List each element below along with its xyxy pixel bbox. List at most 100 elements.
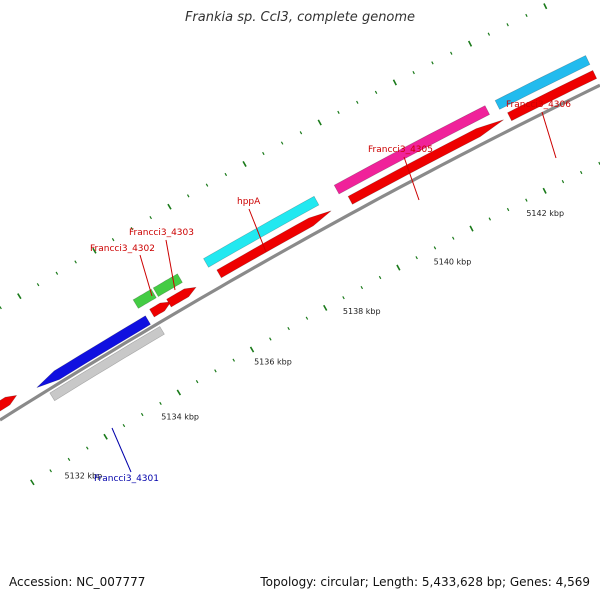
scale-tick — [360, 285, 364, 290]
gene-label: Francci3_4302 — [90, 244, 155, 254]
gene-bar-francci3_4305 — [333, 105, 491, 195]
gene-bar-francci3_4303 — [152, 273, 183, 298]
scale-tick — [269, 337, 272, 341]
scale-tick — [122, 423, 126, 428]
scale-tick — [232, 358, 236, 362]
gene-bar-francci3_4302 — [132, 288, 157, 309]
scale-tick — [378, 275, 382, 280]
gene-bar-francci3_4306 — [494, 55, 591, 110]
scale-tick — [525, 13, 528, 18]
scale-tick — [67, 457, 71, 461]
cds-bar — [347, 119, 504, 205]
cds-bar — [49, 326, 165, 402]
scale-tick — [195, 380, 199, 384]
genome-backbone — [0, 83, 600, 422]
gene-bar-hppa — [203, 195, 320, 268]
leader-line — [165, 239, 176, 291]
scale-tick — [242, 160, 247, 167]
scale-tick — [579, 170, 583, 175]
scale-tick — [140, 412, 144, 417]
scale-tick — [452, 236, 455, 240]
backbone-layer — [0, 83, 600, 422]
scale-tick — [49, 469, 52, 473]
leader-line — [403, 156, 420, 201]
scale-tick — [392, 79, 397, 86]
leader-line — [248, 208, 267, 253]
scale-tick — [176, 389, 182, 396]
gene-label: Francci3_4305 — [368, 145, 433, 155]
scale-tick — [323, 304, 328, 311]
cds-bar — [507, 69, 598, 122]
scale-tick — [561, 179, 565, 184]
leader-line — [541, 111, 557, 159]
scale-tick — [205, 183, 209, 187]
scale-tick — [159, 401, 162, 406]
scale-tick — [262, 151, 265, 156]
scale-tick — [542, 187, 547, 194]
scale-tick — [149, 215, 152, 220]
scale-tick — [92, 247, 97, 254]
scale-tick — [111, 238, 115, 242]
scale-label: 5132 kbp — [65, 472, 103, 481]
map-title: Frankia sp. CcI3, complete genome — [184, 10, 416, 25]
scale-tick — [103, 433, 108, 440]
scale-tick — [55, 271, 59, 275]
scale-tick — [36, 283, 40, 287]
scale-label: 5140 kbp — [434, 257, 472, 266]
scale-tick — [130, 226, 134, 231]
scale-tick — [415, 256, 418, 260]
scale-tick — [467, 40, 473, 47]
cds-bar — [0, 394, 18, 412]
scale-tick — [487, 32, 491, 36]
scale-tick — [488, 217, 492, 221]
scale-tick — [280, 141, 284, 145]
scale-tick — [337, 110, 340, 114]
scale-tick — [396, 264, 401, 271]
scale-tick — [299, 131, 303, 135]
gene-label: Francci3_4303 — [129, 228, 194, 238]
scale-tick — [543, 3, 548, 10]
scale-tick — [317, 119, 322, 126]
scale-tick — [249, 346, 255, 353]
scale-tick — [30, 479, 35, 486]
gene-bar-francci3_4301 — [36, 315, 151, 388]
genome-summary-text: Topology: circular; Length: 5,433,628 bp… — [260, 575, 590, 589]
scale-tick — [506, 23, 509, 27]
scale-tick — [287, 326, 290, 331]
scale-tick — [356, 100, 359, 104]
scale-tick — [342, 296, 345, 300]
scale-tick — [0, 306, 2, 310]
gene-label: Francci3_4301 — [94, 474, 159, 484]
accession-text: Accession: NC_007777 — [9, 575, 146, 589]
scale-tick — [17, 293, 22, 300]
scale-tick — [224, 172, 228, 177]
scale-tick — [374, 90, 378, 94]
leader-line — [139, 254, 153, 297]
scale-tick — [74, 260, 77, 264]
scale-tick — [305, 316, 309, 320]
label-layer: 5132 kbp 5134 kbp 5136 kbp 5138 kbp 5140 kbp… — [65, 100, 572, 484]
scale-tick — [412, 71, 415, 75]
gene-label: hppA — [237, 197, 261, 207]
cds-bar — [216, 210, 332, 279]
scale-tick — [450, 51, 453, 55]
scale-tick — [167, 203, 172, 210]
scale-tick — [525, 198, 528, 202]
feature-layer — [0, 55, 598, 412]
scale-label: 5138 kbp — [343, 307, 381, 316]
cds-bar — [166, 286, 197, 308]
scale-label: 5134 kbp — [161, 412, 199, 421]
scale-tick — [431, 61, 434, 65]
scale-tick — [214, 369, 217, 373]
scale-label: 5136 kbp — [254, 358, 292, 367]
leader-line — [111, 427, 132, 473]
tick-layer — [0, 3, 600, 486]
scale-tick — [186, 194, 190, 198]
gene-label: Francci3_4306 — [506, 100, 571, 110]
cds-bar — [149, 301, 172, 318]
scale-label: 5142 kbp — [526, 209, 564, 218]
scale-tick — [506, 207, 510, 212]
scale-tick — [85, 446, 89, 450]
scale-tick — [433, 246, 437, 250]
